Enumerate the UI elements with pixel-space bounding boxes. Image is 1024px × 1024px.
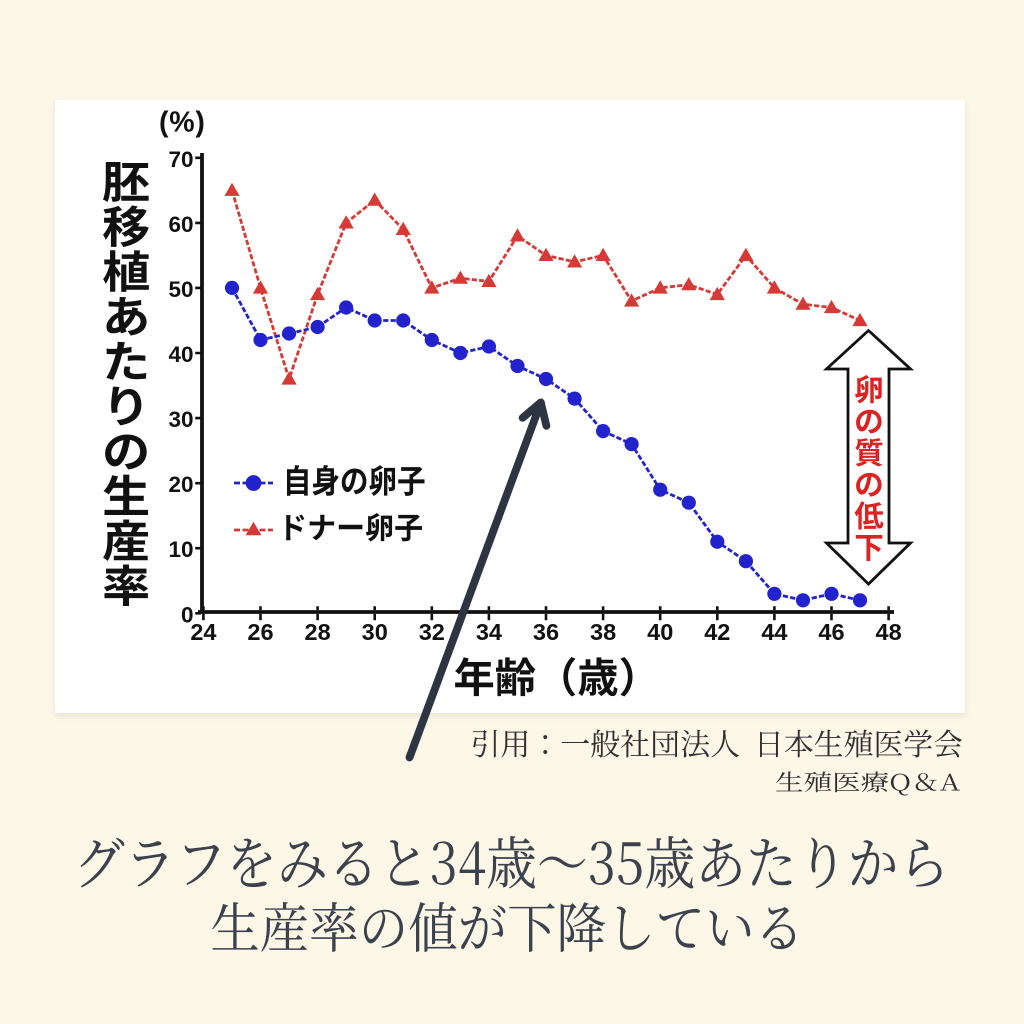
svg-text:(%): (%): [159, 107, 206, 139]
svg-text:40: 40: [168, 342, 193, 367]
svg-text:32: 32: [419, 619, 445, 645]
svg-text:38: 38: [590, 619, 616, 645]
svg-text:30: 30: [362, 619, 388, 645]
svg-text:40: 40: [647, 619, 673, 645]
svg-text:24: 24: [190, 619, 216, 645]
svg-text:0: 0: [181, 602, 194, 627]
svg-text:28: 28: [305, 619, 331, 645]
svg-text:50: 50: [168, 277, 193, 302]
svg-text:48: 48: [876, 619, 902, 645]
svg-text:34: 34: [476, 619, 502, 645]
svg-text:46: 46: [818, 619, 844, 645]
svg-text:10: 10: [168, 537, 193, 562]
svg-text:26: 26: [247, 619, 273, 645]
svg-text:36: 36: [533, 619, 559, 645]
svg-text:30: 30: [168, 407, 193, 432]
svg-text:60: 60: [168, 212, 193, 237]
svg-text:70: 70: [168, 147, 193, 172]
svg-text:44: 44: [761, 619, 787, 645]
svg-text:42: 42: [704, 619, 730, 645]
svg-text:20: 20: [168, 472, 193, 497]
